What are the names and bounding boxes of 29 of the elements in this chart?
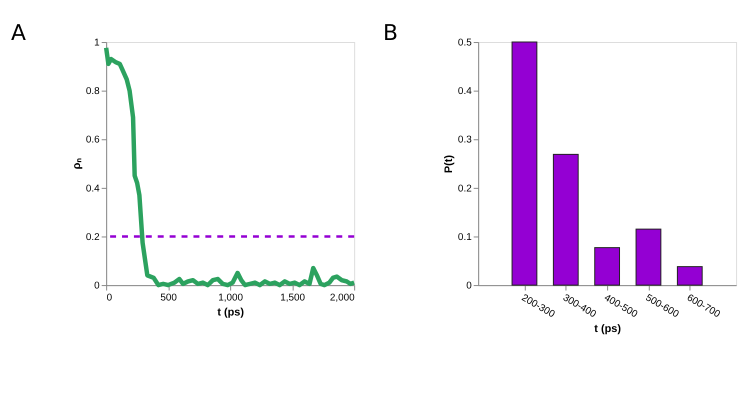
x-tick-label: 1,500 (280, 292, 306, 304)
x-axis-title: t (ps) (217, 306, 244, 318)
y-tick-label: 0.3 (458, 134, 472, 146)
y-tick-label: 0.2 (86, 232, 100, 243)
line-series (104, 46, 356, 288)
x-tick-label: 1,000 (218, 292, 244, 304)
bar (594, 247, 620, 286)
y-tick-label: 1 (94, 38, 100, 49)
bar (552, 154, 579, 286)
y-tick-label: 0.4 (458, 86, 472, 98)
bar (636, 228, 662, 286)
y-axis-title: ρₙ (70, 158, 83, 170)
y-tick-label: 0 (466, 280, 472, 292)
y-tick-label: 0.2 (458, 183, 472, 194)
x-tick-label: 0 (106, 292, 113, 304)
y-tick-label: 0 (94, 280, 100, 292)
y-tick-label: 0.4 (86, 183, 100, 194)
x-tick-label: 500 (160, 292, 178, 304)
chart-title: B (383, 21, 398, 46)
y-tick-label: 0.1 (458, 232, 472, 243)
y-tick-label: 0.5 (458, 38, 472, 49)
y-axis-title: P(t) (442, 154, 455, 174)
y-tick-label: 0.6 (86, 134, 100, 146)
x-tick-label: 2,000 (330, 292, 356, 304)
bar (512, 42, 538, 286)
bar (676, 266, 703, 286)
x-axis-title: t (ps) (594, 323, 622, 336)
chart-title: A (11, 21, 26, 46)
y-tick-label: 0.8 (86, 86, 100, 98)
